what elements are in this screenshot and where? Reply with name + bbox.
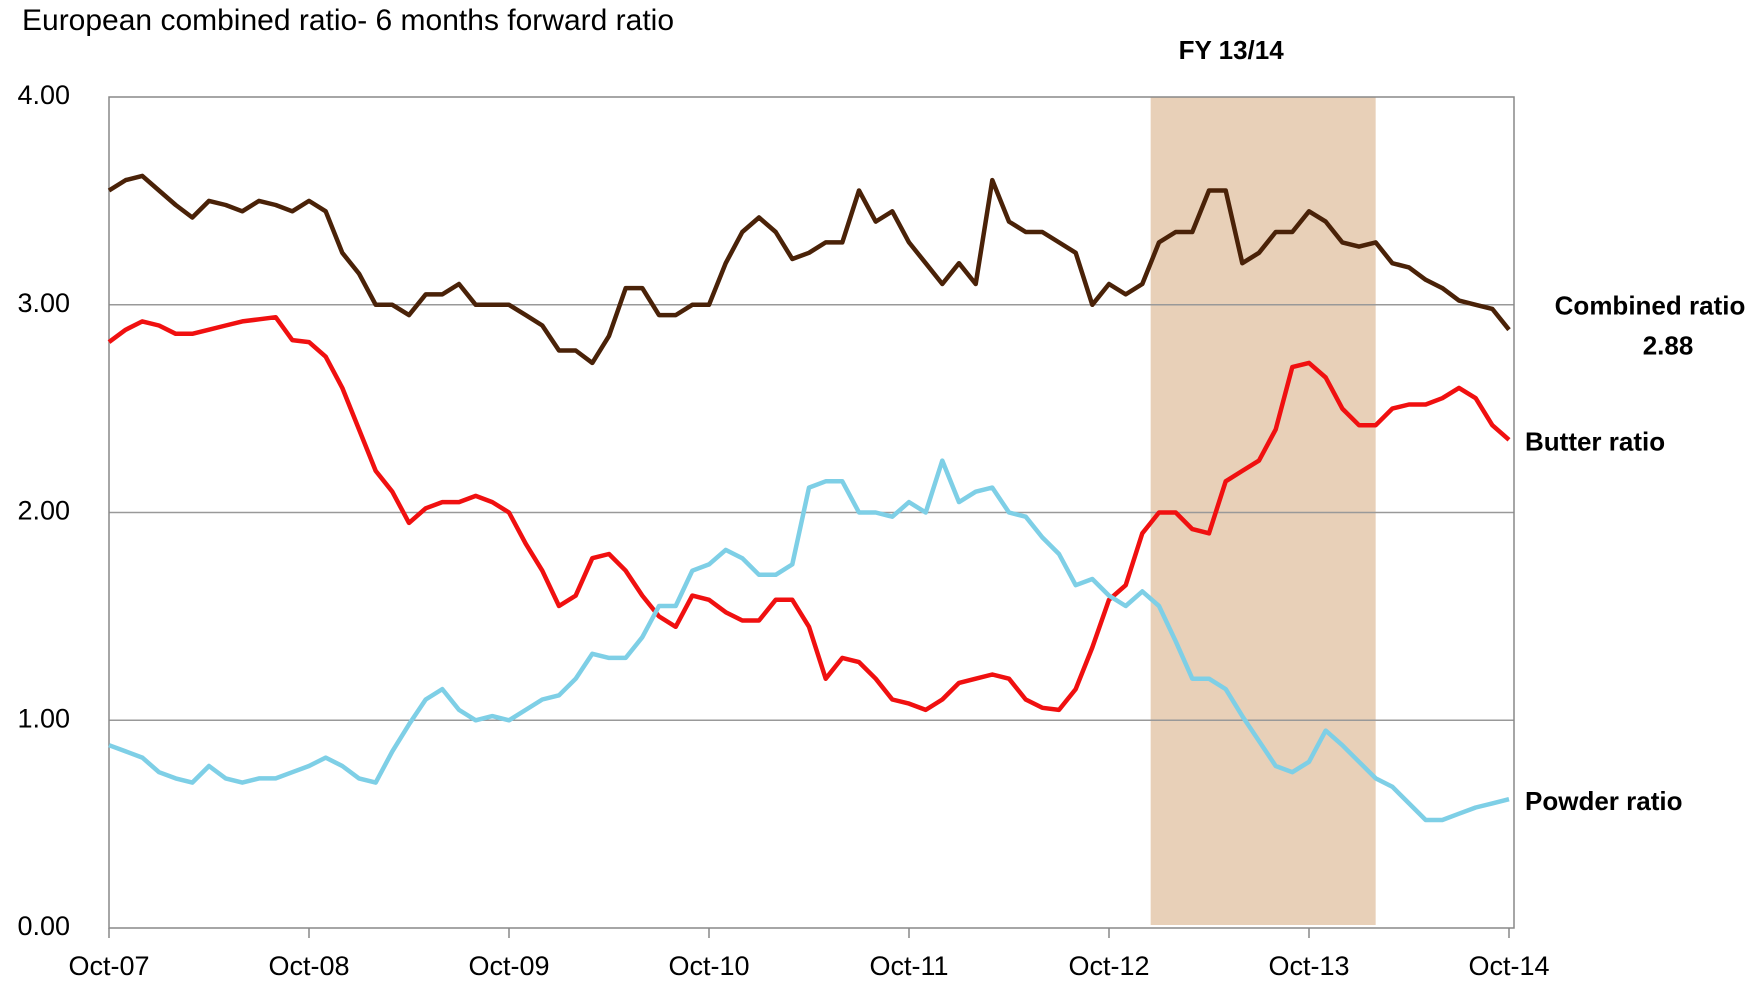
y-tick-label: 2.00: [17, 496, 70, 526]
y-tick-label: 3.00: [17, 288, 70, 318]
value-label: 2.88: [1643, 331, 1694, 361]
series-line: [107, 314, 1511, 713]
y-tick-label: 1.00: [17, 703, 70, 733]
x-tick-label: Oct-14: [1468, 951, 1549, 981]
x-tick-label: Oct-13: [1268, 951, 1349, 981]
x-tick-label: Oct-12: [1068, 951, 1149, 981]
legend-label: Combined ratio: [1555, 291, 1746, 321]
shade-band: [1150, 97, 1376, 925]
legend-label: Powder ratio: [1525, 786, 1682, 816]
chart-title: European combined ratio- 6 months forwar…: [22, 4, 674, 37]
x-tick-label: Oct-08: [268, 951, 349, 981]
x-tick-label: Oct-11: [869, 951, 948, 981]
plot-border: [108, 96, 1515, 929]
x-tick-label: Oct-10: [668, 951, 749, 981]
shade-label: FY 13/14: [1179, 35, 1285, 65]
series-line: [108, 458, 1510, 823]
legend-label: Butter ratio: [1525, 427, 1665, 457]
series-line: [107, 173, 1511, 366]
x-tick-label: Oct-09: [468, 951, 549, 981]
y-tick-label: 0.00: [17, 911, 70, 941]
y-tick-label: 4.00: [17, 80, 70, 110]
x-tick-label: Oct-07: [68, 951, 149, 981]
